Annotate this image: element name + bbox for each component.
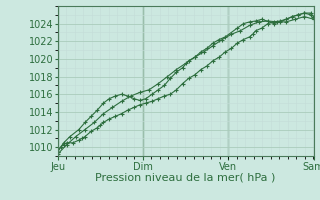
X-axis label: Pression niveau de la mer( hPa ): Pression niveau de la mer( hPa ) <box>95 173 276 183</box>
